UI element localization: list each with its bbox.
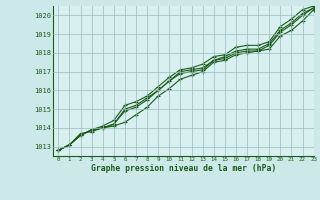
X-axis label: Graphe pression niveau de la mer (hPa): Graphe pression niveau de la mer (hPa) xyxy=(91,164,276,173)
